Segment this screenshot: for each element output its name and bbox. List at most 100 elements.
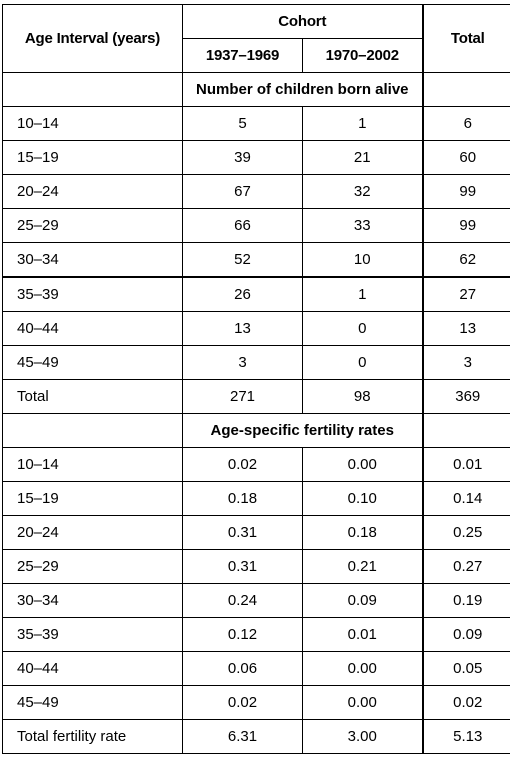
- cell-cohort-b: 1: [303, 107, 423, 141]
- cell-total: 0.27: [423, 550, 510, 584]
- table-row: 10–14 0.02 0.00 0.01: [3, 448, 510, 482]
- cell-cohort-a: 0.12: [183, 618, 303, 652]
- table-header: Age Interval (years) Cohort Total 1937–1…: [3, 5, 510, 73]
- row-label: 45–49: [3, 346, 183, 380]
- row-label: 45–49: [3, 686, 183, 720]
- header-age-interval: Age Interval (years): [3, 5, 183, 73]
- cell-total: 0.01: [423, 448, 510, 482]
- row-label: 25–29: [3, 209, 183, 243]
- row-label: 40–44: [3, 312, 183, 346]
- table-row: 40–44 13 0 13: [3, 312, 510, 346]
- section-title-blank: [3, 414, 183, 448]
- cell-cohort-a: 26: [183, 277, 303, 312]
- row-label: 15–19: [3, 141, 183, 175]
- row-label: 30–34: [3, 584, 183, 618]
- table-row: 25–29 66 33 99: [3, 209, 510, 243]
- cell-cohort-a: 0.06: [183, 652, 303, 686]
- table-row: 15–19 0.18 0.10 0.14: [3, 482, 510, 516]
- cell-cohort-a: 0.24: [183, 584, 303, 618]
- cell-total: 6: [423, 107, 510, 141]
- cell-cohort-b: 0.10: [303, 482, 423, 516]
- section-title-blank-right: [423, 73, 510, 107]
- cell-cohort-a: 0.02: [183, 686, 303, 720]
- table-row: 30–34 52 10 62: [3, 243, 510, 278]
- row-label: 35–39: [3, 277, 183, 312]
- cell-cohort-b: 0.00: [303, 652, 423, 686]
- table-row: 40–44 0.06 0.00 0.05: [3, 652, 510, 686]
- table-row: 45–49 3 0 3: [3, 346, 510, 380]
- cell-cohort-a: 5: [183, 107, 303, 141]
- cell-total: 13: [423, 312, 510, 346]
- cell-total: 99: [423, 209, 510, 243]
- section-title: Number of children born alive: [183, 73, 423, 107]
- cell-total: 0.14: [423, 482, 510, 516]
- row-label: Total fertility rate: [3, 720, 183, 754]
- table-row: 25–29 0.31 0.21 0.27: [3, 550, 510, 584]
- cell-total: 27: [423, 277, 510, 312]
- cell-total: 62: [423, 243, 510, 278]
- row-label: 10–14: [3, 107, 183, 141]
- table-row: 45–49 0.02 0.00 0.02: [3, 686, 510, 720]
- table-row: 20–24 67 32 99: [3, 175, 510, 209]
- row-label: 15–19: [3, 482, 183, 516]
- cell-cohort-b: 0.21: [303, 550, 423, 584]
- row-label: 20–24: [3, 175, 183, 209]
- row-label: Total: [3, 380, 183, 414]
- cell-cohort-b: 0.09: [303, 584, 423, 618]
- cell-cohort-a: 3: [183, 346, 303, 380]
- cell-cohort-a: 0.31: [183, 516, 303, 550]
- header-cohort: Cohort: [183, 5, 423, 39]
- cell-cohort-b: 0.18: [303, 516, 423, 550]
- table-row: 30–34 0.24 0.09 0.19: [3, 584, 510, 618]
- row-label: 25–29: [3, 550, 183, 584]
- cell-cohort-b: 1: [303, 277, 423, 312]
- table-body: Number of children born alive 10–14 5 1 …: [3, 73, 510, 754]
- row-label: 40–44: [3, 652, 183, 686]
- cell-cohort-a: 6.31: [183, 720, 303, 754]
- cell-cohort-b: 0: [303, 346, 423, 380]
- cell-cohort-a: 66: [183, 209, 303, 243]
- cell-cohort-a: 0.18: [183, 482, 303, 516]
- section-title-row: Age-specific fertility rates: [3, 414, 510, 448]
- cell-cohort-a: 0.31: [183, 550, 303, 584]
- cell-cohort-b: 0: [303, 312, 423, 346]
- table-row: 35–39 26 1 27: [3, 277, 510, 312]
- cell-cohort-a: 39: [183, 141, 303, 175]
- cell-cohort-b: 32: [303, 175, 423, 209]
- cell-total: 0.02: [423, 686, 510, 720]
- table-row: 10–14 5 1 6: [3, 107, 510, 141]
- cell-cohort-b: 0.00: [303, 686, 423, 720]
- cell-total: 99: [423, 175, 510, 209]
- header-total: Total: [423, 5, 510, 73]
- cell-cohort-b: 98: [303, 380, 423, 414]
- table-row: Total fertility rate 6.31 3.00 5.13: [3, 720, 510, 754]
- cell-cohort-a: 0.02: [183, 448, 303, 482]
- cell-cohort-b: 21: [303, 141, 423, 175]
- header-cohort-b: 1970–2002: [303, 39, 423, 73]
- table-row: Total 271 98 369: [3, 380, 510, 414]
- row-label: 30–34: [3, 243, 183, 278]
- cell-cohort-a: 271: [183, 380, 303, 414]
- header-cohort-a: 1937–1969: [183, 39, 303, 73]
- cell-cohort-b: 0.01: [303, 618, 423, 652]
- cell-total: 60: [423, 141, 510, 175]
- cell-cohort-b: 10: [303, 243, 423, 278]
- cell-cohort-b: 3.00: [303, 720, 423, 754]
- row-label: 35–39: [3, 618, 183, 652]
- row-label: 10–14: [3, 448, 183, 482]
- section-title-row: Number of children born alive: [3, 73, 510, 107]
- cell-total: 369: [423, 380, 510, 414]
- table-row: 35–39 0.12 0.01 0.09: [3, 618, 510, 652]
- fertility-table: Age Interval (years) Cohort Total 1937–1…: [2, 4, 510, 754]
- table-row: 20–24 0.31 0.18 0.25: [3, 516, 510, 550]
- cell-cohort-a: 67: [183, 175, 303, 209]
- row-label: 20–24: [3, 516, 183, 550]
- cell-total: 0.19: [423, 584, 510, 618]
- cell-cohort-a: 13: [183, 312, 303, 346]
- section-title: Age-specific fertility rates: [183, 414, 423, 448]
- cell-cohort-b: 33: [303, 209, 423, 243]
- section-title-blank-right: [423, 414, 510, 448]
- cell-cohort-b: 0.00: [303, 448, 423, 482]
- cell-cohort-a: 52: [183, 243, 303, 278]
- fertility-table-container: Age Interval (years) Cohort Total 1937–1…: [0, 0, 510, 758]
